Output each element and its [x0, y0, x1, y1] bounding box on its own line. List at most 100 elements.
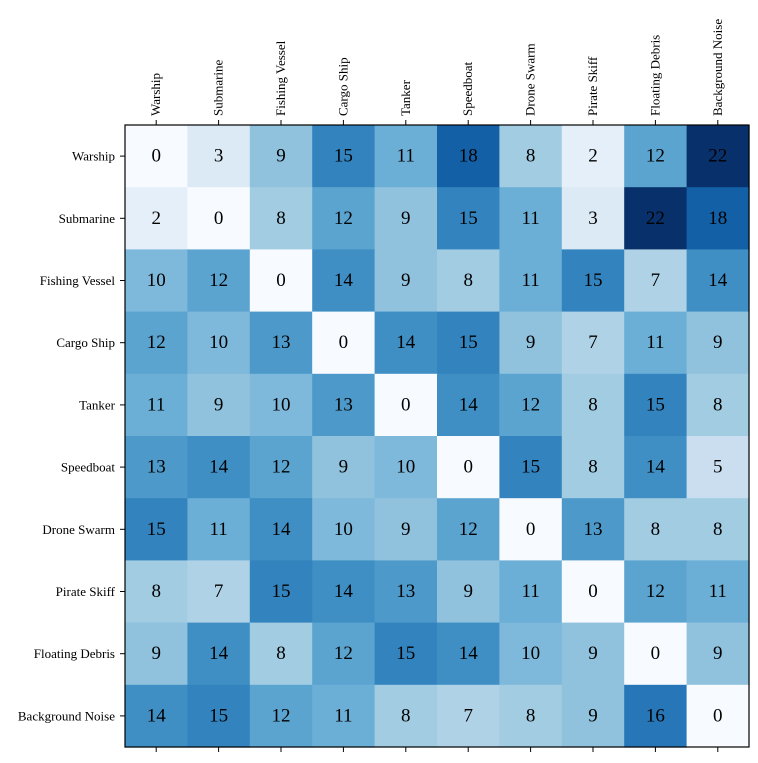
heatmap-cell-value: 7 [651, 270, 661, 291]
y-axis-tick-label: Warship [72, 149, 115, 164]
y-axis-tick-label: Background Noise [18, 708, 115, 723]
heatmap-cell [499, 311, 563, 375]
heatmap-cell [624, 311, 688, 375]
heatmap-cell [561, 436, 625, 499]
heatmap-cell [125, 684, 188, 748]
heatmap-cell-value: 7 [588, 332, 598, 353]
heatmap-cell [374, 187, 438, 250]
heatmap-cell [125, 187, 188, 250]
heatmap-cell-value: 5 [713, 457, 723, 478]
heatmap-cell-value: 15 [272, 581, 291, 602]
heatmap-cell [686, 498, 750, 561]
heatmap-cell [312, 436, 376, 499]
heatmap-cell [187, 187, 251, 250]
heatmap-cell-value: 9 [463, 581, 473, 602]
heatmap-cell-value: 9 [276, 146, 286, 167]
heatmap-cell [686, 125, 750, 188]
heatmap-cell-value: 14 [459, 394, 479, 415]
y-axis-tick-label: Submarine [59, 211, 116, 226]
heatmap-cell [249, 187, 313, 250]
heatmap-cell-value: 14 [459, 643, 479, 664]
heatmap-cell-value: 11 [646, 332, 664, 353]
heatmap-cell-value: 22 [708, 146, 727, 167]
heatmap-cell-value: 13 [584, 519, 603, 540]
heatmap-cell [187, 622, 251, 686]
heatmap-cell [499, 684, 563, 748]
heatmap-cell-value: 12 [459, 519, 478, 540]
heatmap-cell-value: 0 [401, 394, 411, 415]
heatmap-cell-value: 9 [588, 643, 598, 664]
heatmap-cell [561, 311, 625, 375]
heatmap-cell-value: 11 [334, 705, 352, 726]
heatmap-cell [125, 249, 188, 313]
heatmap-cell [499, 249, 563, 313]
heatmap-cell [499, 436, 563, 499]
heatmap-cell [125, 498, 188, 561]
heatmap-cell-value: 8 [151, 581, 161, 602]
heatmap-cell-value: 10 [209, 332, 228, 353]
heatmap-cell [499, 498, 563, 561]
x-axis-tick-label: Pirate Skiff [585, 56, 600, 116]
heatmap-cell [249, 498, 313, 561]
heatmap-cell-value: 0 [526, 519, 536, 540]
heatmap-cell-value: 7 [214, 581, 224, 602]
heatmap-cell [624, 498, 688, 561]
heatmap-cell-value: 8 [276, 643, 286, 664]
heatmap-cells [125, 125, 750, 748]
heatmap-cell [374, 373, 438, 437]
heatmap-cell-value: 14 [334, 581, 354, 602]
x-axis-tick-label: Fishing Vessel [273, 40, 288, 116]
x-axis-tick-label: Cargo Ship [335, 57, 350, 116]
y-axis-tick-labels: Warship Submarine Fishing Vessel Cargo Ship… [18, 149, 116, 724]
heatmap-cell-value: 15 [147, 519, 166, 540]
y-axis-tick-label: Cargo Ship [56, 335, 115, 350]
heatmap-cell [561, 125, 625, 188]
heatmap-cell [249, 436, 313, 499]
heatmap-cell [249, 311, 313, 375]
heatmap-cell [437, 684, 500, 748]
heatmap-cell-value: 7 [463, 705, 473, 726]
heatmap-cell-value: 9 [151, 643, 161, 664]
heatmap-cell-value: 22 [646, 208, 665, 229]
heatmap-cell [624, 684, 688, 748]
heatmap-cell-value: 14 [147, 705, 167, 726]
heatmap-cell [249, 684, 313, 748]
heatmap-cell-value: 15 [521, 457, 540, 478]
y-axis-tick-label: Speedboat [61, 460, 116, 475]
heatmap-cell [374, 311, 438, 375]
x-axis-tick-label: Warship [148, 73, 163, 116]
heatmap-cell-value: 14 [396, 332, 416, 353]
heatmap-cell [686, 560, 750, 624]
x-axis-tick-label: Drone Swarm [523, 43, 538, 116]
heatmap-cell [686, 311, 750, 375]
heatmap-cell [374, 622, 438, 686]
heatmap-cell [437, 311, 500, 375]
heatmap-cell [624, 373, 688, 437]
heatmap-cell [249, 622, 313, 686]
heatmap-cell-value: 8 [401, 705, 411, 726]
heatmap-cell [187, 125, 251, 188]
heatmap-cell [561, 373, 625, 437]
heatmap-cell [187, 498, 251, 561]
heatmap-cell-value: 12 [147, 332, 166, 353]
heatmap-cell-value: 8 [588, 394, 598, 415]
heatmap-cell [686, 684, 750, 748]
heatmap-cell [312, 498, 376, 561]
heatmap-cell [499, 373, 563, 437]
heatmap-cell-value: 16 [646, 705, 665, 726]
heatmap-cell-value: 13 [334, 394, 353, 415]
heatmap-cell [624, 622, 688, 686]
heatmap-cell [374, 125, 438, 188]
heatmap-cell [249, 373, 313, 437]
heatmap-cell [499, 187, 563, 250]
x-axis-tick-label: Speedboat [460, 61, 475, 116]
heatmap-cell-value: 15 [646, 394, 665, 415]
heatmap-cell-value: 2 [151, 208, 161, 229]
heatmap-cell-value: 8 [526, 705, 536, 726]
heatmap-cell [374, 249, 438, 313]
heatmap-cell-value: 0 [588, 581, 598, 602]
y-axis-tick-label: Tanker [79, 397, 116, 412]
heatmap-cell [624, 560, 688, 624]
